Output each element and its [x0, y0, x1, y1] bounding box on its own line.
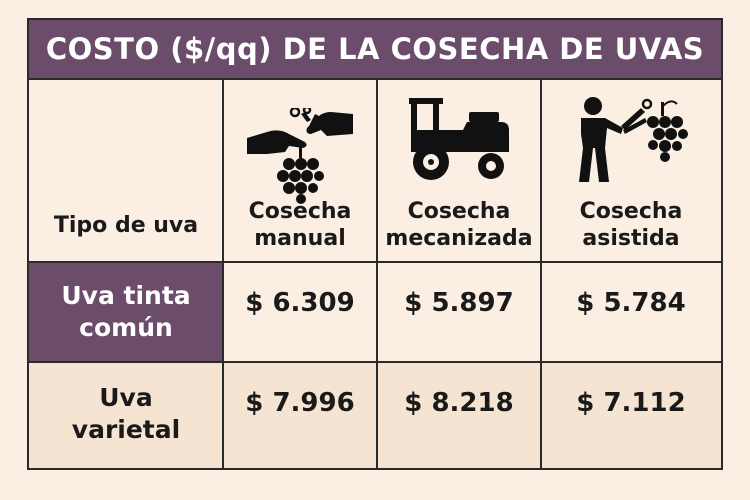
cost-varietal-manual: $ 7.996 — [223, 362, 377, 468]
cost-tinta-manual: $ 6.309 — [223, 262, 377, 362]
row-label-varietal-line1: Uva — [99, 383, 153, 412]
cost-tinta-mecanizada: $ 5.897 — [377, 262, 541, 362]
cost-tinta-asistida: $ 5.784 — [541, 262, 721, 362]
worker-with-shears-icon — [579, 97, 688, 182]
header-manual-line2: manual — [254, 226, 346, 251]
table-title: COSTO ($/qq) DE LA COSECHA DE UVAS — [29, 20, 721, 80]
row-label-varietal-line2: varietal — [71, 415, 181, 444]
header-row-label: Tipo de uva — [29, 80, 223, 262]
cost-varietal-mecanizada: $ 8.218 — [377, 362, 541, 468]
grid-line — [222, 80, 224, 468]
header-mecanizada: Cosecha mecanizada — [377, 80, 541, 262]
grid-line — [29, 361, 721, 363]
header-mecanizada-line1: Cosecha — [407, 199, 511, 224]
hand-picking-grapes-icon — [247, 108, 353, 204]
row-label-tinta-line1: Uva tinta — [61, 281, 191, 310]
row-label-tinta-line2: común — [79, 313, 173, 342]
header-mecanizada-line2: mecanizada — [385, 226, 533, 251]
header-manual: Cosecha manual — [223, 80, 377, 262]
header-asistida: Cosecha asistida — [541, 80, 721, 262]
harvester-machine-icon — [409, 98, 509, 180]
grid-line — [376, 80, 378, 468]
cost-varietal-asistida: $ 7.112 — [541, 362, 721, 468]
row-label-tinta-comun: Uva tinta común — [29, 262, 223, 362]
grid-line — [29, 261, 721, 263]
header-asistida-line2: asistida — [582, 226, 680, 251]
header-asistida-line1: Cosecha — [579, 199, 683, 224]
cost-table: COSTO ($/qq) DE LA COSECHA DE UVAS Tipo … — [27, 18, 723, 470]
header-manual-line1: Cosecha — [248, 199, 352, 224]
grid-line — [540, 80, 542, 468]
row-label-varietal: Uva varietal — [29, 362, 223, 468]
